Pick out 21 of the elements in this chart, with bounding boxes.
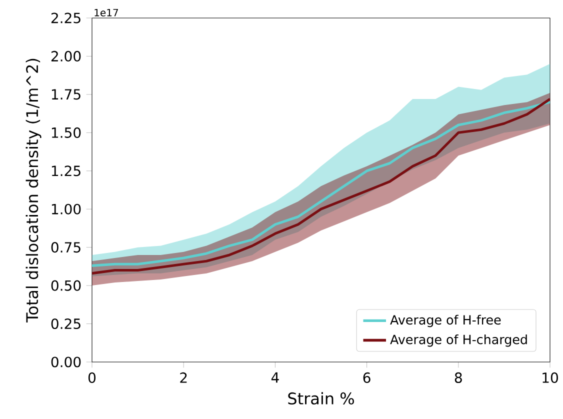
y-tick-label: 2.25 — [51, 12, 80, 24]
y-tick-label: 1.25 — [52, 166, 80, 176]
y-tick-label: 0.25 — [51, 318, 80, 330]
legend-label: Average of H-charged — [390, 334, 527, 347]
y-tick-label: 0.75 — [51, 242, 80, 253]
x-tick-label: 4 — [271, 372, 279, 383]
y-tick-label: 0.50 — [51, 280, 81, 291]
x-tick-label: 2 — [180, 372, 187, 383]
x-tick-label: 6 — [363, 372, 370, 383]
x-tick-label: 8 — [454, 372, 462, 383]
y-axis-title: Total dislocation density (1/m^2) — [26, 58, 42, 323]
x-tick-label: 0 — [88, 372, 96, 383]
y-tick-label: 2.00 — [51, 50, 81, 62]
y-tick-label: 1.75 — [52, 89, 80, 100]
y-tick-label: 0.00 — [51, 356, 81, 368]
y-tick-label: 1.50 — [52, 127, 81, 138]
x-axis-title: Strain % — [288, 392, 354, 405]
text: 1e17 — [94, 8, 118, 16]
y-tick-label: 1.00 — [52, 204, 81, 214]
legend-label: Average of H-free — [390, 314, 501, 328]
x-tick-label: 10 — [542, 372, 558, 383]
